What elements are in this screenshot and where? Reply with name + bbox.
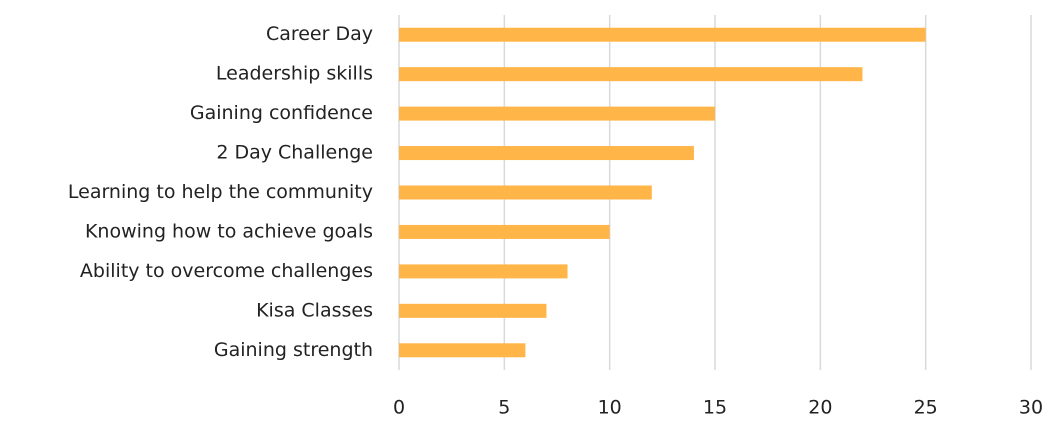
x-tick-label: 25	[914, 397, 938, 419]
x-tick-label: 10	[598, 397, 622, 419]
y-tick-label: Leadership skills	[216, 63, 373, 85]
x-tick-label: 0	[393, 397, 405, 419]
bar	[399, 146, 694, 161]
bar	[399, 185, 652, 200]
bar	[399, 27, 926, 42]
y-tick-label: Gaining confidence	[190, 102, 373, 124]
bar	[399, 67, 863, 82]
y-tick-label: Kisa Classes	[256, 299, 373, 321]
x-tick-label: 30	[1019, 397, 1043, 419]
y-tick-label: Knowing how to achieve goals	[85, 220, 373, 242]
y-tick-label: 2 Day Challenge	[216, 142, 373, 164]
bar	[399, 264, 568, 279]
x-tick-label: 20	[808, 397, 832, 419]
x-tick-label: 5	[498, 397, 510, 419]
y-tick-label: Learning to help the community	[68, 181, 373, 203]
bar	[399, 343, 526, 358]
x-tick-label: 15	[703, 397, 727, 419]
y-tick-label: Gaining strength	[214, 339, 373, 361]
bar	[399, 224, 610, 239]
bar	[399, 106, 715, 121]
y-tick-label: Career Day	[266, 23, 373, 45]
bar	[399, 303, 547, 318]
y-tick-label: Ability to overcome challenges	[80, 260, 373, 282]
